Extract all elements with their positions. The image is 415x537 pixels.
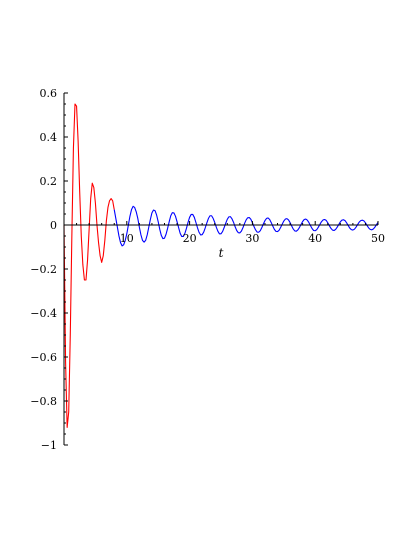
y-tick-label: 0.2 [40, 175, 58, 188]
x-tick-label: 20 [183, 232, 197, 245]
y-tick-label: 0.4 [40, 131, 58, 144]
y-tick-label: −0.4 [30, 307, 57, 320]
x-tick-label: 40 [308, 232, 322, 245]
x-tick-label: 50 [371, 232, 385, 245]
y-tick-label: −0.6 [30, 351, 57, 364]
y-tick-label: 0 [50, 219, 57, 232]
x-tick-label: 30 [245, 232, 259, 245]
y-tick-label: −0.8 [30, 395, 57, 408]
x-axis-title: t [219, 246, 224, 260]
y-tick-label: −1 [41, 439, 57, 452]
y-tick-label: 0.6 [40, 87, 58, 100]
y-tick-label: −0.2 [30, 263, 57, 276]
x-tick-label: 10 [120, 232, 134, 245]
